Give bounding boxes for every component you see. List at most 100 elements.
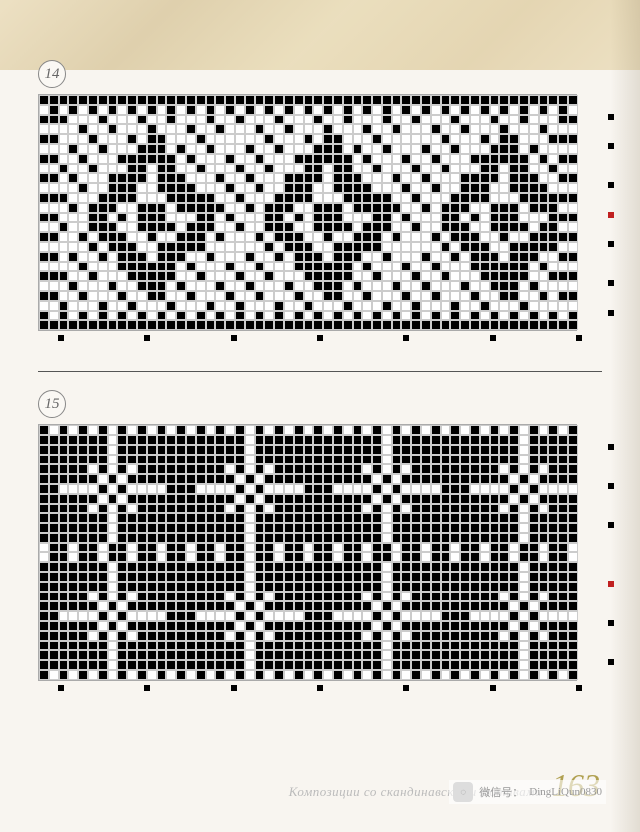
stitch-cell bbox=[255, 193, 265, 203]
stitch-cell bbox=[499, 513, 509, 523]
stitch-cell bbox=[235, 592, 245, 602]
stitch-cell bbox=[88, 95, 98, 105]
stitch-cell bbox=[176, 464, 186, 474]
stitch-cell bbox=[499, 660, 509, 670]
stitch-cell bbox=[245, 611, 255, 621]
stitch-cell bbox=[401, 105, 411, 115]
stitch-cell bbox=[68, 281, 78, 291]
stitch-cell bbox=[235, 513, 245, 523]
stitch-cell bbox=[480, 455, 490, 465]
stitch-cell bbox=[382, 572, 392, 582]
stitch-cell bbox=[147, 455, 157, 465]
stitch-cell bbox=[401, 222, 411, 232]
stitch-cell bbox=[323, 193, 333, 203]
stitch-cell bbox=[431, 631, 441, 641]
stitch-cell bbox=[450, 213, 460, 223]
stitch-cell bbox=[255, 464, 265, 474]
stitch-cell bbox=[519, 523, 529, 533]
stitch-cell bbox=[323, 222, 333, 232]
stitch-cell bbox=[59, 134, 69, 144]
stitch-cell bbox=[470, 650, 480, 660]
stitch-cell bbox=[431, 301, 441, 311]
stitch-cell bbox=[333, 281, 343, 291]
stitch-cell bbox=[323, 641, 333, 651]
stitch-cell bbox=[313, 543, 323, 553]
stitch-cell bbox=[235, 611, 245, 621]
stitch-cell bbox=[264, 105, 274, 115]
stitch-cell bbox=[499, 572, 509, 582]
stitch-cell bbox=[98, 513, 108, 523]
stitch-cell bbox=[509, 513, 519, 523]
stitch-cell bbox=[343, 105, 353, 115]
stitch-cell bbox=[548, 523, 558, 533]
stitch-cell bbox=[411, 95, 421, 105]
stitch-cell bbox=[421, 562, 431, 572]
stitch-cell bbox=[108, 533, 118, 543]
stitch-cell bbox=[59, 513, 69, 523]
stitch-cell bbox=[225, 281, 235, 291]
stitch-cell bbox=[460, 311, 470, 321]
stitch-cell bbox=[117, 562, 127, 572]
stitch-cell bbox=[499, 445, 509, 455]
stitch-cell bbox=[157, 670, 167, 680]
stitch-cell bbox=[490, 650, 500, 660]
stitch-cell bbox=[509, 474, 519, 484]
stitch-cell bbox=[343, 301, 353, 311]
stitch-cell bbox=[441, 533, 451, 543]
stitch-cell bbox=[509, 164, 519, 174]
stitch-cell bbox=[392, 445, 402, 455]
stitch-cell bbox=[401, 445, 411, 455]
stitch-cell bbox=[147, 621, 157, 631]
stitch-cell bbox=[539, 183, 549, 193]
stitch-cell bbox=[108, 592, 118, 602]
stitch-cell bbox=[431, 641, 441, 651]
stitch-cell bbox=[539, 281, 549, 291]
stitch-cell bbox=[68, 474, 78, 484]
stitch-cell bbox=[108, 582, 118, 592]
stitch-cell bbox=[441, 222, 451, 232]
stitch-cell bbox=[98, 222, 108, 232]
stitch-cell bbox=[108, 552, 118, 562]
stitch-cell bbox=[215, 252, 225, 262]
stitch-cell bbox=[274, 105, 284, 115]
stitch-cell bbox=[78, 291, 88, 301]
stitch-cell bbox=[548, 660, 558, 670]
stitch-cell bbox=[392, 242, 402, 252]
stitch-cell bbox=[431, 435, 441, 445]
stitch-cell bbox=[548, 425, 558, 435]
stitch-cell bbox=[157, 582, 167, 592]
stitch-cell bbox=[196, 115, 206, 125]
stitch-cell bbox=[421, 582, 431, 592]
stitch-cell bbox=[558, 641, 568, 651]
stitch-cell bbox=[166, 252, 176, 262]
stitch-cell bbox=[274, 533, 284, 543]
stitch-cell bbox=[294, 173, 304, 183]
stitch-cell bbox=[78, 494, 88, 504]
stitch-cell bbox=[401, 154, 411, 164]
stitch-cell bbox=[548, 562, 558, 572]
stitch-cell bbox=[78, 513, 88, 523]
stitch-cell bbox=[382, 154, 392, 164]
stitch-cell bbox=[78, 252, 88, 262]
stitch-cell bbox=[343, 281, 353, 291]
stitch-cell bbox=[382, 242, 392, 252]
stitch-cell bbox=[333, 455, 343, 465]
stitch-cell bbox=[480, 464, 490, 474]
stitch-cell bbox=[304, 464, 314, 474]
stitch-cell bbox=[421, 193, 431, 203]
stitch-cell bbox=[372, 494, 382, 504]
stitch-cell bbox=[313, 173, 323, 183]
stitch-cell bbox=[343, 650, 353, 660]
stitch-cell bbox=[401, 474, 411, 484]
stitch-cell bbox=[98, 455, 108, 465]
stitch-cell bbox=[255, 281, 265, 291]
stitch-cell bbox=[333, 203, 343, 213]
stitch-cell bbox=[284, 115, 294, 125]
stitch-cell bbox=[548, 474, 558, 484]
stitch-cell bbox=[558, 95, 568, 105]
stitch-cell bbox=[137, 455, 147, 465]
stitch-cell bbox=[235, 562, 245, 572]
stitch-cell bbox=[264, 445, 274, 455]
stitch-cell bbox=[49, 552, 59, 562]
stitch-cell bbox=[470, 173, 480, 183]
